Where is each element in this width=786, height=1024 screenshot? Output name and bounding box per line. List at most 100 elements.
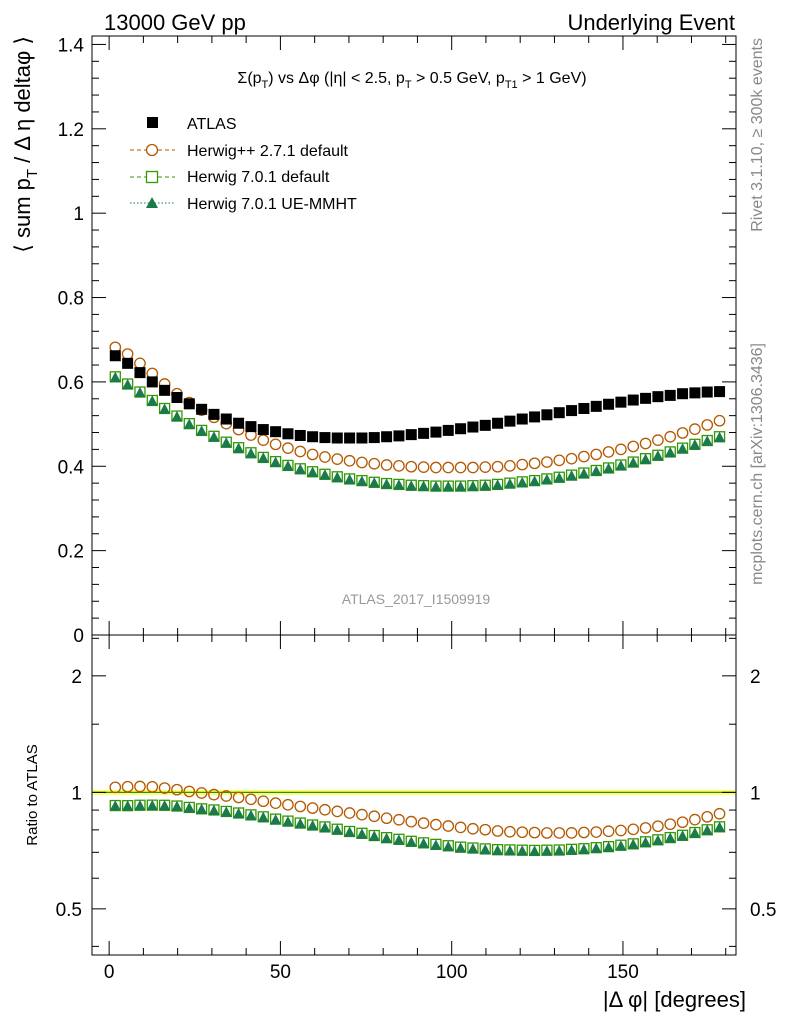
x-tick-label: 100 xyxy=(436,962,468,983)
point-herwig-2-7-1-default xyxy=(713,414,726,427)
ratio-point-herwig-2-7-1-default xyxy=(467,822,479,835)
mcplots-label: mcplots.cern.ch [arXiv:1306.3436] xyxy=(749,343,766,585)
ratio-point-herwig-2-7-1-default xyxy=(146,780,159,793)
point-atlas xyxy=(541,409,553,421)
ratio-point-herwig-7-0-1-ue-mmht xyxy=(183,802,195,813)
ratio-point-herwig-7-0-1-ue-mmht xyxy=(196,803,208,815)
point-herwig-2-7-1-default xyxy=(504,459,516,472)
point-atlas xyxy=(294,429,306,441)
ratio-point-herwig-7-0-1-ue-mmht xyxy=(553,844,565,856)
point-herwig-7-0-1-ue-mmht xyxy=(245,447,257,459)
ratio-point-herwig-7-0-1-ue-mmht xyxy=(393,834,405,845)
point-atlas xyxy=(504,415,516,427)
point-herwig-7-0-1-ue-mmht xyxy=(146,395,158,406)
point-herwig-7-0-1-ue-mmht xyxy=(282,460,294,471)
ratio-point-herwig-7-0-1-ue-mmht xyxy=(418,837,430,849)
ratio-point-herwig-2-7-1-default xyxy=(257,795,270,808)
point-atlas xyxy=(701,386,713,398)
legend-entry-atlas: ATLAS xyxy=(147,116,237,133)
ratio-point-herwig-2-7-1-default xyxy=(245,793,257,806)
ratio-y-ticks: 0.5 0.5 1 1 2 2 xyxy=(56,637,776,947)
x-tick-label: 50 xyxy=(270,962,291,983)
point-herwig-2-7-1-default xyxy=(282,442,294,454)
point-herwig-7-0-1-ue-mmht xyxy=(159,403,171,414)
point-atlas xyxy=(159,384,171,396)
ratio-point-herwig-2-7-1-default xyxy=(541,827,553,839)
ratio-point-herwig-7-0-1-ue-mmht xyxy=(566,844,578,855)
point-herwig-7-0-1-ue-mmht xyxy=(677,442,689,454)
point-herwig-7-0-1-ue-mmht xyxy=(652,450,664,461)
ratio-point-herwig-2-7-1-default xyxy=(701,810,714,823)
point-herwig-2-7-1-default xyxy=(393,459,405,472)
ratio-point-herwig-2-7-1-default xyxy=(479,823,492,836)
point-herwig-2-7-1-default xyxy=(269,438,282,451)
ratio-point-herwig-7-0-1-ue-mmht xyxy=(652,834,664,846)
ratio-point-herwig-2-7-1-default xyxy=(713,807,726,820)
point-herwig-7-0-1-ue-mmht xyxy=(689,439,701,450)
ratio-point-herwig-7-0-1-ue-mmht xyxy=(603,841,615,853)
ratio-point-herwig-2-7-1-default xyxy=(171,783,183,796)
point-atlas xyxy=(208,408,220,420)
ratio-point-herwig-7-0-1-ue-mmht xyxy=(455,842,467,853)
point-herwig-7-0-1-ue-mmht xyxy=(183,418,195,430)
ratio-point-herwig-7-0-1-ue-mmht xyxy=(714,821,726,833)
point-atlas xyxy=(553,407,565,419)
ratio-point-herwig-7-0-1-ue-mmht xyxy=(529,845,541,856)
ratio-point-herwig-7-0-1-ue-mmht xyxy=(122,800,134,811)
ratio-point-herwig-2-7-1-default xyxy=(158,782,171,794)
point-atlas xyxy=(418,427,430,439)
ratio-point-herwig-7-0-1-ue-mmht xyxy=(282,815,294,827)
ratio-y-tick-label: 0.5 xyxy=(56,900,82,921)
legend-herwig-701-default-label: Herwig 7.0.1 default xyxy=(187,169,330,186)
point-atlas xyxy=(479,419,491,431)
ratio-point-herwig-7-0-1-ue-mmht xyxy=(307,819,319,831)
ratio-point-herwig-2-7-1-default xyxy=(183,785,196,798)
point-herwig-7-0-1-ue-mmht xyxy=(307,466,319,478)
ratio-point-herwig-7-0-1-ue-mmht xyxy=(159,799,171,811)
ratio-point-herwig-7-0-1-ue-mmht xyxy=(270,813,282,825)
ratio-point-herwig-2-7-1-default xyxy=(220,790,233,802)
legend-herwigpp-271-marker xyxy=(145,143,159,157)
point-atlas xyxy=(516,413,528,425)
point-herwig-2-7-1-default xyxy=(615,443,627,456)
point-herwig-7-0-1-ue-mmht xyxy=(492,479,504,490)
point-atlas xyxy=(492,417,504,429)
point-herwig-2-7-1-default xyxy=(343,454,356,467)
ratio-point-herwig-2-7-1-default xyxy=(109,781,122,794)
main-y-tick-label: 0.6 xyxy=(58,373,84,394)
legend-atlas-label: ATLAS xyxy=(187,116,237,133)
ratio-point-herwig-7-0-1-ue-mmht xyxy=(319,821,331,833)
point-herwig-7-0-1-ue-mmht xyxy=(578,467,590,479)
main-y-tick-label: 0.4 xyxy=(58,457,85,478)
ratio-point-herwig-2-7-1-default xyxy=(195,787,208,799)
legend: ATLAS Herwig++ 2.7.1 default Herwig 7.0.… xyxy=(130,116,357,213)
ratio-point-herwig-2-7-1-default xyxy=(430,818,442,831)
ratio-series xyxy=(109,780,726,857)
point-atlas xyxy=(196,403,208,415)
ratio-point-herwig-2-7-1-default xyxy=(565,827,578,839)
main-y-tick-label: 1.2 xyxy=(58,120,84,141)
point-herwig-7-0-1-ue-mmht xyxy=(516,476,528,488)
point-herwig-7-0-1-ue-mmht xyxy=(627,456,639,468)
point-herwig-7-0-1-ue-mmht xyxy=(479,480,491,491)
point-herwig-2-7-1-default xyxy=(134,357,146,370)
point-atlas xyxy=(714,386,726,398)
ratio-y-tick-label: 1 xyxy=(71,783,82,804)
point-herwig-2-7-1-default xyxy=(701,419,714,431)
point-atlas xyxy=(245,421,257,433)
point-herwig-2-7-1-default xyxy=(602,446,615,458)
point-herwig-2-7-1-default xyxy=(368,457,381,470)
point-atlas xyxy=(455,423,467,435)
ratio-point-herwig-7-0-1-ue-mmht xyxy=(467,842,479,854)
point-herwig-2-7-1-default xyxy=(676,427,689,439)
ratio-point-herwig-7-0-1-ue-mmht xyxy=(233,807,245,819)
point-atlas xyxy=(307,431,319,443)
ratio-point-herwig-7-0-1-ue-mmht xyxy=(590,842,602,854)
ratio-y-tick-label: 2 xyxy=(71,667,82,688)
point-herwig-2-7-1-default xyxy=(380,459,393,471)
main-panel: 0 0.2 0.4 0.6 0.8 1 1.2 1.4 ATLAS_2017_I1509919… xyxy=(10,35,737,647)
point-herwig-2-7-1-default xyxy=(516,458,529,471)
x-tick-label: 0 xyxy=(104,962,115,983)
point-herwig-2-7-1-default xyxy=(331,453,344,465)
point-atlas xyxy=(405,429,417,441)
